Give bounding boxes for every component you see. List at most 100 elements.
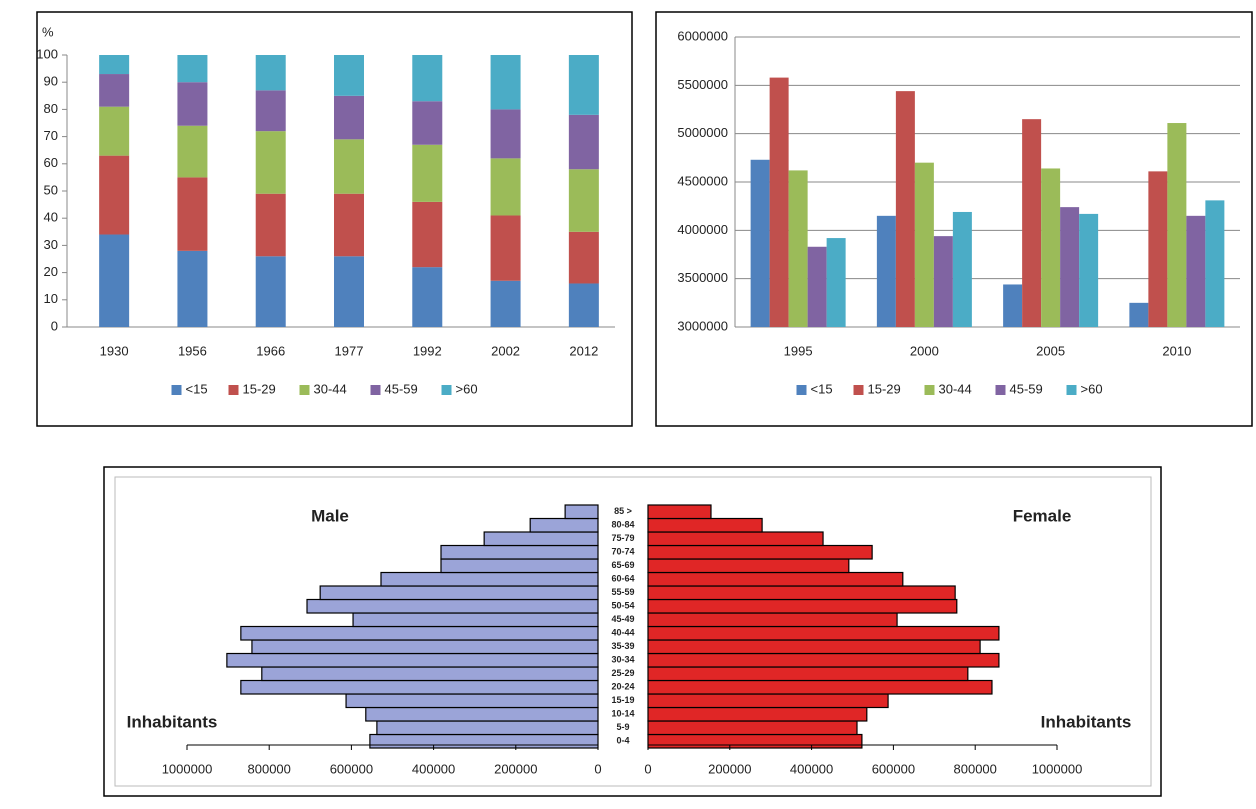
legend-swatch — [228, 385, 239, 395]
bar — [352, 612, 599, 628]
bar-segment — [568, 55, 599, 115]
legend-swatch — [441, 385, 452, 395]
y-tick-label: 20 — [44, 264, 58, 279]
bar — [345, 693, 599, 709]
x-tick-label: 800000 — [954, 761, 997, 776]
bar-segment — [99, 234, 130, 327]
bar-segment — [568, 114, 599, 170]
bar — [369, 733, 599, 749]
bar — [1060, 207, 1080, 327]
legend-label: 15-29 — [868, 381, 901, 396]
legend-swatch — [171, 385, 182, 395]
bar — [365, 706, 599, 722]
bar — [769, 77, 789, 327]
bar — [647, 612, 898, 628]
legend-label: 45-59 — [1010, 381, 1043, 396]
bar-segment — [177, 55, 208, 83]
bar-segment — [490, 158, 521, 216]
y-tick-label: 5000000 — [677, 125, 728, 140]
y-tick-label: 50 — [44, 182, 58, 197]
bar-segment — [177, 82, 208, 126]
x-tick-label: 1956 — [178, 343, 207, 358]
y-tick-label: 3500000 — [677, 270, 728, 285]
x-axis-title: Inhabitants — [1041, 712, 1132, 731]
bar — [240, 625, 599, 641]
age-label: 50-54 — [611, 601, 634, 611]
bar-segment — [177, 125, 208, 178]
y-tick-label: 60 — [44, 155, 58, 170]
x-tick-label: 200000 — [708, 761, 751, 776]
bar — [647, 666, 969, 682]
x-tick-label: 600000 — [330, 761, 373, 776]
bar-segment — [412, 55, 443, 102]
x-tick-label: 1966 — [256, 343, 285, 358]
x-tick-label: 1992 — [413, 343, 442, 358]
x-tick-label: 2012 — [569, 343, 598, 358]
bar-segment — [255, 193, 286, 257]
bar — [440, 558, 599, 574]
bar — [647, 720, 858, 736]
legend-swatch — [995, 385, 1006, 395]
age-label: 25-29 — [611, 668, 634, 678]
bar-segment — [490, 215, 521, 281]
bar-segment — [255, 55, 286, 91]
age-label: 35-39 — [611, 641, 634, 651]
bar — [647, 558, 850, 574]
bar-segment — [99, 106, 130, 156]
legend-swatch — [796, 385, 807, 395]
bar — [1079, 213, 1099, 327]
bar — [647, 571, 904, 587]
age-label: 40-44 — [611, 628, 634, 638]
bar — [647, 504, 712, 520]
bar — [1186, 215, 1206, 327]
legend-swatch — [924, 385, 935, 395]
bar — [380, 571, 599, 587]
bar — [826, 238, 846, 327]
bar-segment — [177, 177, 208, 251]
bar — [261, 666, 599, 682]
age-label: 80-84 — [611, 520, 634, 530]
bar-segment — [568, 231, 599, 284]
y-tick-label: 90 — [44, 74, 58, 89]
legend-label: 45-59 — [385, 381, 418, 396]
x-tick-label: 400000 — [790, 761, 833, 776]
bar — [1041, 168, 1061, 327]
bar — [251, 639, 599, 655]
x-tick-label: 1977 — [335, 343, 364, 358]
bar-segment — [568, 169, 599, 232]
bar — [376, 720, 599, 736]
bar-segment — [255, 256, 286, 327]
legend-swatch — [1066, 385, 1077, 395]
bar — [647, 531, 824, 547]
x-tick-label: 1000000 — [1032, 761, 1083, 776]
frame — [655, 11, 1253, 427]
legend-label: >60 — [1081, 381, 1103, 396]
y-axis-title: % — [42, 24, 54, 39]
bar — [807, 246, 827, 327]
legend-label: <15 — [811, 381, 833, 396]
age-label: 70-74 — [611, 547, 634, 557]
bar-segment — [490, 55, 521, 110]
bar-segment — [255, 90, 286, 132]
bar — [895, 91, 915, 327]
x-tick-label: 2002 — [491, 343, 520, 358]
legend-label: 15-29 — [243, 381, 276, 396]
bar-segment — [99, 55, 130, 75]
bar — [1022, 119, 1042, 328]
bar — [876, 215, 896, 327]
y-tick-label: 4000000 — [677, 222, 728, 237]
y-tick-label: 4500000 — [677, 173, 728, 188]
bar — [647, 598, 958, 614]
bar — [1129, 302, 1149, 327]
x-tick-label: 1000000 — [162, 761, 213, 776]
x-tick-label: 2000 — [910, 343, 939, 358]
bar — [914, 162, 934, 327]
bar-segment — [99, 74, 130, 107]
series-label: Female — [1013, 506, 1072, 525]
bar-segment — [412, 101, 443, 145]
frame — [114, 476, 1152, 787]
bar — [647, 585, 956, 601]
legend-label: >60 — [456, 381, 478, 396]
x-tick-label: 1995 — [784, 343, 813, 358]
age-label: 55-59 — [611, 587, 634, 597]
